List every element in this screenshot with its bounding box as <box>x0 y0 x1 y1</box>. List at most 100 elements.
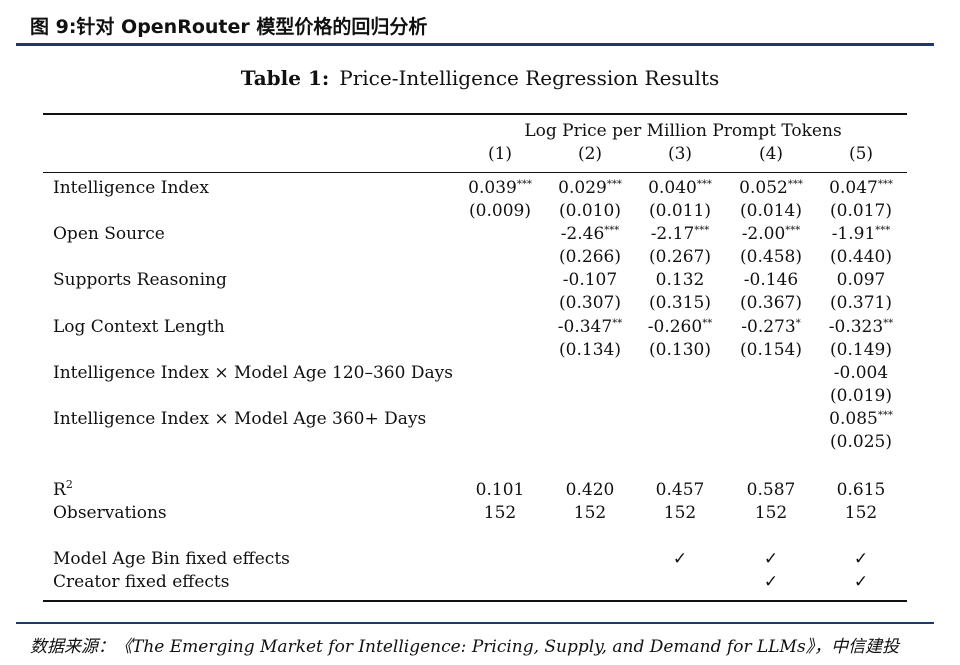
coefficient-value: 0.132 <box>655 270 705 290</box>
standard-error-cell: (0.149) <box>830 340 892 360</box>
coefficient-cell: -2.00*** <box>726 224 816 244</box>
table-title: Price-Intelligence Regression Results <box>339 66 720 90</box>
figure-title: 图 9:针对 OpenRouter 模型价格的回归分析 <box>30 16 428 38</box>
standard-error-cell: (0.154) <box>740 340 802 360</box>
source-note: 数据来源：《The Emerging Market for Intelligen… <box>30 637 900 657</box>
standard-error-cell: (0.134) <box>559 340 621 360</box>
coefficient-cell: -0.347** <box>545 317 635 337</box>
stat-label-text: Observations <box>53 503 167 523</box>
significance-stars: ** <box>612 318 623 329</box>
standard-error-cell: (0.130) <box>649 340 711 360</box>
row-label: Intelligence Index × Model Age 120–360 D… <box>53 363 453 383</box>
coefficient-cell: -0.273* <box>726 317 816 337</box>
standard-error-cell: (0.307) <box>559 293 621 313</box>
standard-error-cell: (0.267) <box>649 247 711 267</box>
header-rule <box>43 172 907 173</box>
significance-stars: *** <box>877 410 893 421</box>
coefficient-cell: 0.029*** <box>545 178 635 198</box>
coefficient-cell: -0.323** <box>816 317 906 337</box>
coefficient-value: 0.029 <box>558 178 607 198</box>
standard-error-cell: (0.458) <box>740 247 802 267</box>
coefficient-value: 0.097 <box>836 270 886 290</box>
standard-error-cell: (0.014) <box>740 201 802 221</box>
significance-stars: *** <box>785 225 801 236</box>
standard-error-cell: (0.025) <box>830 432 892 452</box>
coefficient-value: -0.004 <box>833 363 889 383</box>
row-label: Open Source <box>53 224 165 244</box>
stat-value: 152 <box>663 503 697 523</box>
coefficient-value: -2.46 <box>560 224 605 244</box>
column-header: (2) <box>577 144 603 164</box>
table-top-rule <box>43 113 907 115</box>
table-caption: Table 1: Price-Intelligence Regression Re… <box>0 66 960 90</box>
coefficient-value: -2.17 <box>650 224 695 244</box>
standard-error-cell: (0.315) <box>649 293 711 313</box>
row-label: Intelligence Index <box>53 178 209 198</box>
coefficient-value: -0.347 <box>557 317 613 337</box>
significance-stars: ** <box>702 318 713 329</box>
coefficient-cell: -1.91*** <box>816 224 906 244</box>
significance-stars: *** <box>516 179 532 190</box>
column-header: (1) <box>487 144 513 164</box>
dependent-variable-header: Log Price per Million Prompt Tokens <box>524 121 842 141</box>
table-label: Table 1: <box>240 66 330 90</box>
table-bottom-rule <box>43 600 907 602</box>
coefficient-cell: -0.107 <box>545 270 635 290</box>
coefficient-value: 0.047 <box>829 178 878 198</box>
significance-stars: *** <box>877 179 893 190</box>
stat-value: 152 <box>754 503 788 523</box>
coefficient-cell: 0.097 <box>816 270 906 290</box>
significance-stars: * <box>795 318 801 329</box>
row-label: Supports Reasoning <box>53 270 227 290</box>
stat-label-superscript: 2 <box>65 478 73 491</box>
stat-label: R2 <box>53 478 73 500</box>
standard-error-cell: (0.019) <box>830 386 892 406</box>
coefficient-value: 0.039 <box>468 178 517 198</box>
stat-value: 0.457 <box>655 480 705 500</box>
fixed-effect-label: Creator fixed effects <box>53 572 230 592</box>
coefficient-cell: 0.039*** <box>455 178 545 198</box>
coefficient-cell: 0.047*** <box>816 178 906 198</box>
coefficient-value: -0.107 <box>562 270 618 290</box>
stat-label: Observations <box>53 503 167 523</box>
coefficient-cell: 0.085*** <box>816 409 906 429</box>
significance-stars: *** <box>696 179 712 190</box>
coefficient-value: 0.085 <box>829 409 878 429</box>
column-header: (4) <box>758 144 784 164</box>
standard-error-cell: (0.367) <box>740 293 802 313</box>
coefficient-value: 0.040 <box>648 178 697 198</box>
checkmark-icon: ✓ <box>853 549 869 569</box>
coefficient-cell: 0.132 <box>635 270 725 290</box>
significance-stars: *** <box>875 225 891 236</box>
standard-error-cell: (0.017) <box>830 201 892 221</box>
stat-value: 0.101 <box>475 480 525 500</box>
standard-error-cell: (0.011) <box>649 201 711 221</box>
standard-error-cell: (0.010) <box>559 201 621 221</box>
coefficient-value: -1.91 <box>831 224 876 244</box>
significance-stars: *** <box>606 179 622 190</box>
column-header: (3) <box>667 144 693 164</box>
coefficient-cell: -0.260** <box>635 317 725 337</box>
fixed-effect-label: Model Age Bin fixed effects <box>53 549 290 569</box>
stat-value: 152 <box>573 503 607 523</box>
checkmark-icon: ✓ <box>763 549 779 569</box>
row-label: Log Context Length <box>53 317 225 337</box>
standard-error-cell: (0.009) <box>469 201 531 221</box>
standard-error-cell: (0.371) <box>830 293 892 313</box>
coefficient-value: 0.052 <box>739 178 788 198</box>
significance-stars: ** <box>883 318 894 329</box>
standard-error-cell: (0.266) <box>559 247 621 267</box>
coefficient-value: -0.260 <box>647 317 703 337</box>
column-header: (5) <box>848 144 874 164</box>
stat-value: 152 <box>483 503 517 523</box>
significance-stars: *** <box>694 225 710 236</box>
coefficient-cell: -2.46*** <box>545 224 635 244</box>
stat-value: 152 <box>844 503 878 523</box>
stat-value: 0.420 <box>565 480 615 500</box>
checkmark-icon: ✓ <box>853 572 869 592</box>
coefficient-cell: 0.052*** <box>726 178 816 198</box>
coefficient-value: -0.146 <box>743 270 799 290</box>
stat-label-text: R <box>53 480 66 500</box>
title-rule <box>16 43 934 46</box>
significance-stars: *** <box>787 179 803 190</box>
